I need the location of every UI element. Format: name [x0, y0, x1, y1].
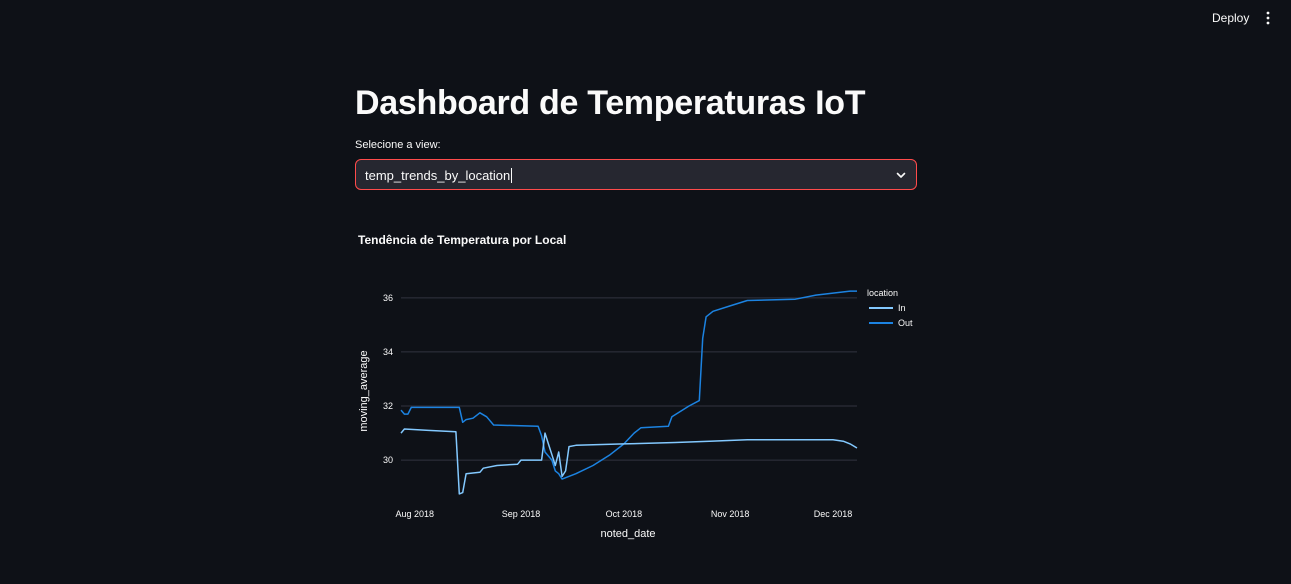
view-select-label: Selecione a view:: [355, 139, 441, 151]
legend-title: location: [867, 288, 898, 298]
y-tick-label: 32: [383, 401, 393, 411]
legend[interactable]: location In Out: [867, 288, 913, 328]
legend-item-out[interactable]: Out: [898, 318, 913, 328]
y-tick-label: 36: [383, 293, 393, 303]
page-title: Dashboard de Temperaturas IoT: [355, 84, 866, 122]
x-tick-label: Oct 2018: [606, 509, 643, 519]
top-toolbar: Deploy: [0, 0, 1291, 36]
x-tick-label: Sep 2018: [502, 509, 541, 519]
vertical-ellipsis-icon: [1266, 11, 1270, 25]
chart-svg: 30 32 34 36 Aug 2018 Sep 2018 Oct 2018 Nov 2018…: [358, 288, 913, 540]
tick-layer: 30 32 34 36 Aug 2018 Sep 2018 Oct 2018 Nov 2018…: [383, 293, 852, 519]
legend-item-in[interactable]: In: [898, 303, 906, 313]
series-line-out[interactable]: [400, 290, 857, 480]
y-tick-label: 34: [383, 347, 393, 357]
y-axis-title: moving_average: [358, 350, 370, 431]
text-cursor: [511, 168, 513, 183]
temperature-chart[interactable]: Tendência de Temperatura por Local 30 32 3…: [355, 215, 917, 555]
main-menu-button[interactable]: [1260, 8, 1276, 28]
x-tick-label: Aug 2018: [395, 509, 434, 519]
x-axis-title: noted_date: [600, 528, 655, 540]
grid-layer: [401, 297, 857, 461]
deploy-button[interactable]: Deploy: [1204, 9, 1257, 27]
chevron-down-icon[interactable]: [895, 169, 907, 181]
view-select[interactable]: temp_trends_by_location: [355, 159, 917, 190]
chart-title: Tendência de Temperatura por Local: [358, 233, 567, 247]
series-line-in[interactable]: [400, 428, 858, 495]
x-tick-label: Dec 2018: [814, 509, 853, 519]
y-tick-label: 30: [383, 455, 393, 465]
series-layer: [400, 290, 858, 495]
view-select-value: temp_trends_by_location: [365, 168, 513, 183]
x-tick-label: Nov 2018: [711, 509, 750, 519]
